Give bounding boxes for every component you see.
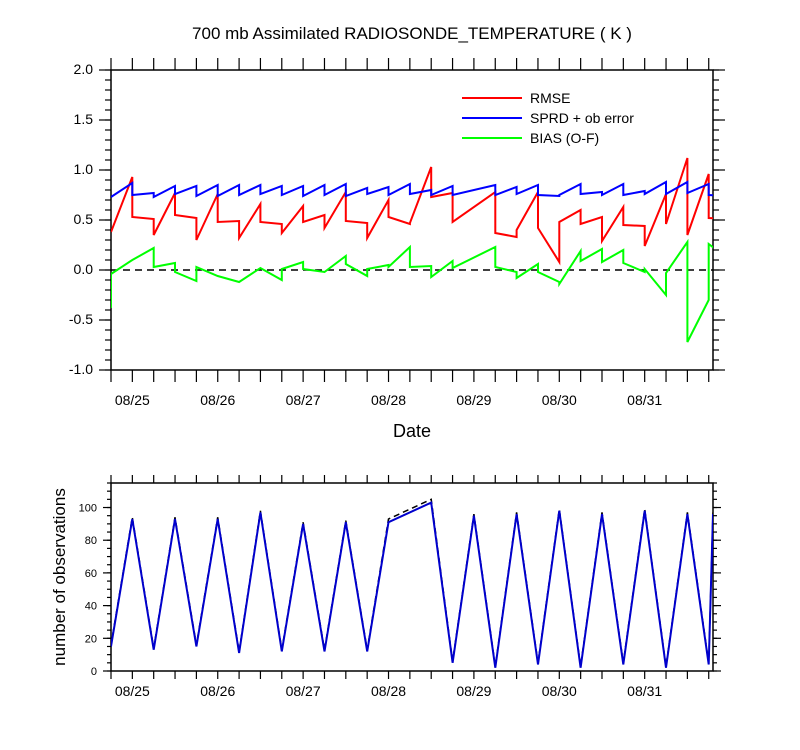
series-possible-line bbox=[111, 498, 713, 667]
x-tick-label: 08/31 bbox=[627, 392, 662, 408]
x-tick-label: 08/30 bbox=[542, 683, 577, 699]
plot-area-bottom bbox=[110, 482, 714, 672]
x-tick-label: 08/28 bbox=[371, 683, 406, 699]
y-tick-label: 0.0 bbox=[74, 261, 94, 277]
x-axis-label: Date bbox=[393, 421, 431, 441]
y-tick-label: -0.5 bbox=[69, 311, 93, 327]
x-tick-label: 08/29 bbox=[456, 683, 491, 699]
y-tick-label: 20 bbox=[85, 633, 97, 645]
bottom-chart: 0 20 40 60 80 100 08/25 08/26 08/27 08/28 08/29 08/… bbox=[50, 475, 721, 699]
y-tick-label: 60 bbox=[85, 568, 97, 580]
legend-label: SPRD + ob error bbox=[530, 110, 634, 126]
x-tick-label: 08/29 bbox=[456, 392, 491, 408]
top-chart: 700 mb Assimilated RADIOSONDE_TEMPERATUR… bbox=[69, 24, 725, 441]
y-axis-label: number of observations bbox=[50, 488, 69, 666]
x-tick-label: 08/27 bbox=[286, 683, 321, 699]
y-tick-label: 2.0 bbox=[74, 61, 94, 77]
series-bias-o-f--line bbox=[111, 238, 713, 343]
y-tick-label: 1.0 bbox=[74, 161, 94, 177]
x-tick-label: 08/25 bbox=[115, 683, 150, 699]
y-tick-label: 0.5 bbox=[74, 211, 94, 227]
y-tick-label: 40 bbox=[85, 601, 97, 613]
x-tick-label: 08/31 bbox=[627, 683, 662, 699]
x-tick-label: 08/26 bbox=[200, 392, 235, 408]
y-tick-label: -1.0 bbox=[69, 361, 93, 377]
y-tick-label: 1.5 bbox=[74, 111, 94, 127]
series-used-line bbox=[111, 501, 713, 668]
legend-label: RMSE bbox=[530, 90, 570, 106]
series-rmse-line bbox=[111, 157, 713, 266]
x-tick-label: 08/25 bbox=[115, 392, 150, 408]
y-tick-label: 0 bbox=[91, 666, 97, 678]
x-tick-label: 08/26 bbox=[200, 683, 235, 699]
chart-title: 700 mb Assimilated RADIOSONDE_TEMPERATUR… bbox=[192, 24, 632, 43]
y-tick-label: 80 bbox=[85, 535, 97, 547]
legend: RMSE SPRD + ob error BIAS (O-F) bbox=[462, 90, 634, 146]
x-tick-label: 08/28 bbox=[371, 392, 406, 408]
x-tick-label: 08/27 bbox=[286, 392, 321, 408]
y-tick-label: 100 bbox=[79, 503, 97, 515]
legend-label: BIAS (O-F) bbox=[530, 130, 599, 146]
series-sprd-ob-error-line bbox=[111, 180, 713, 199]
x-tick-label: 08/30 bbox=[542, 392, 577, 408]
